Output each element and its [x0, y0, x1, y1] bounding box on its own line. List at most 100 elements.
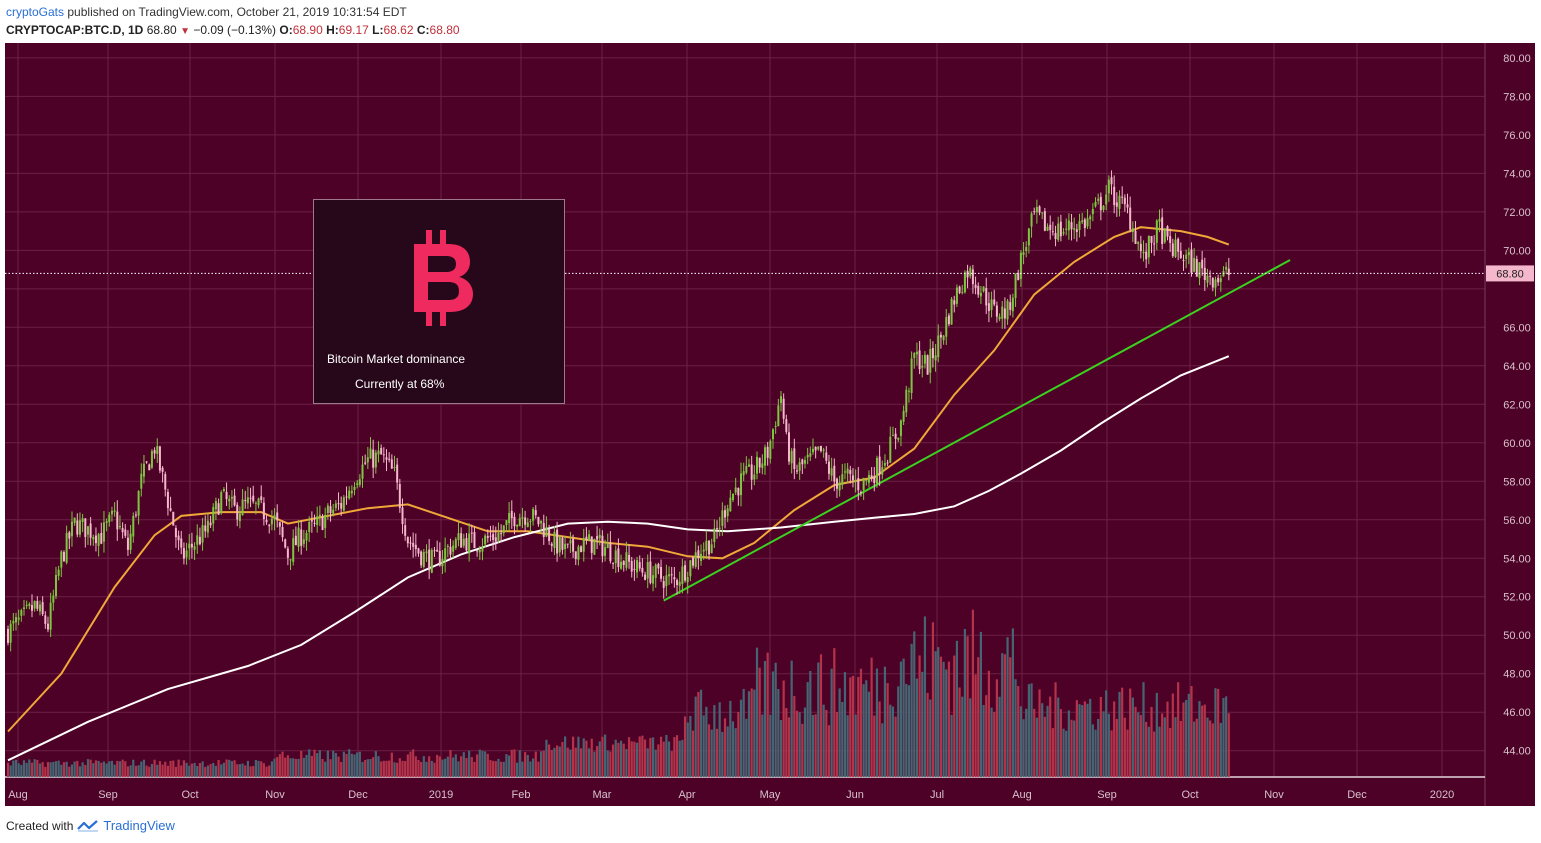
- candle-body: [502, 525, 505, 534]
- price-tick-label: 60.00: [1503, 438, 1531, 450]
- candle-body: [374, 452, 377, 468]
- candle-body: [849, 469, 852, 475]
- volume-bar: [372, 757, 375, 777]
- volume-bar: [492, 760, 495, 777]
- volume-bar: [614, 739, 617, 777]
- candle-body: [1187, 252, 1190, 256]
- volume-bar: [769, 714, 772, 777]
- annotation-line-2: Currently at 68%: [355, 377, 445, 391]
- candle-body: [318, 514, 321, 517]
- candle-body: [241, 499, 244, 516]
- candle-body: [126, 537, 129, 550]
- candle-body: [212, 507, 215, 524]
- volume-bar: [17, 763, 20, 777]
- candle-body: [337, 503, 340, 505]
- price-axis[interactable]: 44.00 46.00 48.00 50.00 52.00 54.00 56.00 58.00…: [1503, 53, 1531, 758]
- candle-body: [891, 435, 894, 437]
- candle-body: [169, 508, 172, 511]
- tradingview-link[interactable]: TradingView: [103, 818, 175, 833]
- volume-bar: [1171, 693, 1174, 777]
- candle-body: [244, 499, 247, 502]
- candle-body: [915, 351, 918, 355]
- volume-bar: [332, 750, 335, 777]
- volume-bar: [873, 715, 876, 777]
- candle-body: [238, 513, 241, 522]
- candle-body: [1107, 179, 1110, 194]
- price-tick-label: 46.00: [1503, 707, 1531, 719]
- volume-bar: [846, 715, 849, 777]
- candle-body: [153, 450, 156, 454]
- volume-bar: [214, 765, 218, 777]
- author-link[interactable]: cryptoGats: [6, 5, 65, 19]
- volume-bar: [1161, 713, 1164, 777]
- candle-body: [529, 521, 532, 523]
- candle-body: [356, 483, 359, 485]
- volume-bar: [723, 718, 727, 777]
- volume-bar: [185, 762, 188, 777]
- volume-bar: [1163, 717, 1166, 777]
- candle-body: [604, 547, 607, 556]
- candle-body: [236, 504, 239, 520]
- price-tick-label: 58.00: [1503, 476, 1531, 488]
- candle-body: [811, 448, 814, 453]
- candle-body: [716, 528, 719, 530]
- candle-body: [793, 448, 796, 469]
- candle-body: [785, 419, 788, 432]
- candle-body: [870, 475, 873, 479]
- volume-bar: [811, 715, 815, 777]
- candle-body: [564, 543, 567, 550]
- volume-bar: [292, 758, 295, 777]
- volume-bar: [142, 759, 146, 777]
- volume-bar: [54, 761, 58, 777]
- volume-bar: [1123, 717, 1126, 777]
- volume-bar: [489, 760, 492, 777]
- time-tick-label: Sep: [1097, 789, 1117, 801]
- volume-bar: [300, 750, 303, 777]
- candle-body: [164, 474, 167, 490]
- volume-bar: [691, 730, 695, 777]
- candle-body: [939, 334, 942, 338]
- candle-body: [886, 462, 889, 464]
- volume-bar: [969, 698, 972, 777]
- candle-body: [76, 520, 79, 535]
- volume-bar: [41, 762, 44, 777]
- volume-bar: [558, 746, 561, 777]
- annotation-box[interactable]: Bitcoin Market dominance Currently at 68…: [313, 199, 565, 404]
- volume-bar: [14, 759, 18, 777]
- time-tick-label: Aug: [8, 789, 28, 801]
- candle-body: [803, 460, 806, 464]
- volume-bar: [897, 686, 900, 777]
- price-tick-label: 80.00: [1503, 53, 1531, 65]
- candle-body: [204, 525, 207, 532]
- volume-bar: [92, 763, 95, 777]
- candle-body: [1086, 218, 1089, 227]
- volume-bar: [1006, 637, 1009, 777]
- candle-body: [841, 474, 844, 485]
- last-price-label: 68.80: [1496, 268, 1524, 280]
- volume-bar: [94, 760, 98, 777]
- volume-bar: [619, 740, 623, 777]
- volume-bar: [945, 669, 948, 777]
- volume-bar: [742, 688, 745, 777]
- candle-body: [1049, 224, 1052, 231]
- high-value: 69.17: [338, 23, 369, 37]
- volume-bar: [1046, 705, 1049, 777]
- candle-body: [457, 533, 460, 541]
- volume-bar: [585, 740, 588, 777]
- volume-bar: [606, 750, 609, 777]
- volume-bar: [1009, 657, 1012, 777]
- time-axis[interactable]: Aug Sep Oct Nov Dec 2019 Feb Mar Apr May Jun Jul Aug…: [8, 789, 1454, 801]
- volume-bar: [278, 754, 281, 777]
- candle-body: [492, 533, 495, 540]
- candle-body: [931, 348, 934, 359]
- candle-body: [1003, 308, 1006, 319]
- volume-bar: [1067, 710, 1070, 777]
- volume-bar: [982, 704, 985, 777]
- volume-bar: [454, 754, 457, 777]
- candle-body: [286, 548, 289, 558]
- candle-body: [662, 581, 665, 588]
- candle-body: [614, 550, 617, 564]
- price-chart[interactable]: 68.80 44.00 46.00 48.00 50.00 52.00 54.00 56.00…: [5, 43, 1535, 806]
- volume-bar: [902, 658, 905, 777]
- publish-text: published on TradingView.com, October 21…: [67, 5, 407, 19]
